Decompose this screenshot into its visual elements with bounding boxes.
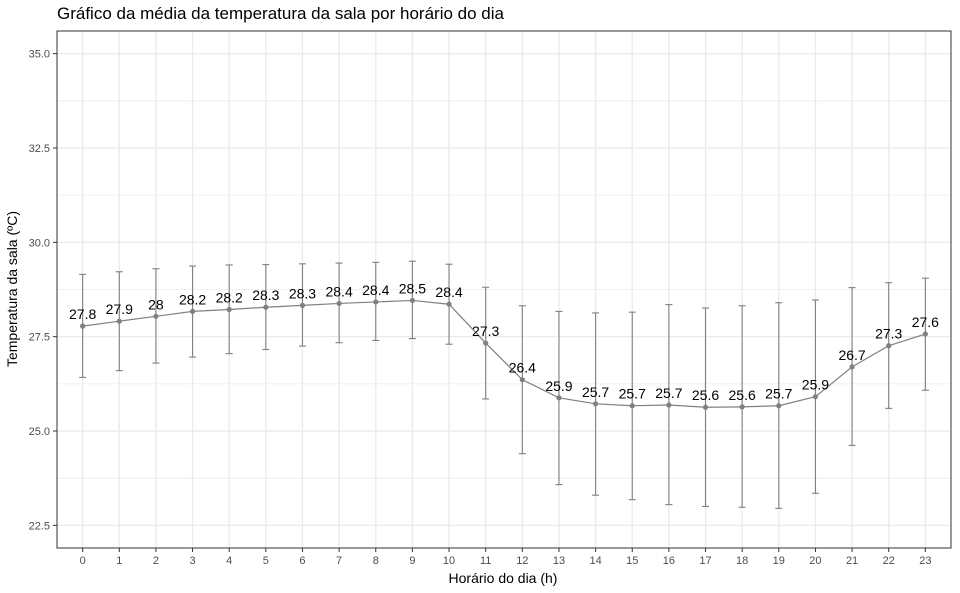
data-label: 26.7 xyxy=(838,347,865,363)
data-label: 25.7 xyxy=(582,384,609,400)
x-tick-label: 20 xyxy=(809,555,821,567)
x-tick-label: 13 xyxy=(553,555,565,567)
x-tick-label: 2 xyxy=(153,555,159,567)
data-point xyxy=(849,364,855,370)
data-point xyxy=(409,297,416,304)
data-point xyxy=(702,404,709,410)
data-point xyxy=(373,299,379,305)
data-point xyxy=(263,304,269,310)
data-label: 25.9 xyxy=(545,378,572,394)
x-tick-label: 21 xyxy=(846,555,858,567)
data-label: 28.3 xyxy=(289,285,316,301)
x-tick-label: 18 xyxy=(736,555,748,567)
x-tick-label: 1 xyxy=(116,555,122,567)
x-tick-label: 19 xyxy=(773,555,785,567)
data-label: 25.6 xyxy=(692,387,719,403)
data-point xyxy=(812,394,819,400)
data-point xyxy=(886,343,892,349)
data-label: 25.7 xyxy=(655,385,682,401)
x-tick-label: 5 xyxy=(263,555,269,567)
data-point xyxy=(336,300,342,307)
x-tick-label: 22 xyxy=(883,555,895,567)
data-point xyxy=(666,402,672,408)
data-label: 26.4 xyxy=(509,360,536,376)
y-tick-label: 32.5 xyxy=(29,143,50,155)
y-tick-label: 25.0 xyxy=(29,426,50,438)
data-label: 28 xyxy=(148,296,164,312)
data-label: 28.4 xyxy=(362,282,389,298)
data-label: 27.6 xyxy=(912,314,939,330)
x-tick-label: 14 xyxy=(589,555,601,567)
y-tick-label: 22.5 xyxy=(29,520,50,532)
data-point xyxy=(592,401,599,407)
y-tick-label: 27.5 xyxy=(29,332,50,344)
data-point xyxy=(116,318,122,324)
data-labels: 27.8 27.9 28 28.2 28.2 28.3 28.3 28.4 28.4 28.5 28… xyxy=(69,280,939,403)
data-label: 28.2 xyxy=(216,290,243,306)
data-label: 27.3 xyxy=(875,326,902,342)
data-label: 27.8 xyxy=(69,306,96,322)
panel-border xyxy=(56,30,952,549)
data-point xyxy=(80,323,86,329)
data-point xyxy=(189,308,196,314)
data-label: 27.3 xyxy=(472,323,499,339)
x-tick-label: 6 xyxy=(299,555,305,567)
data-point xyxy=(556,395,562,401)
x-tick-label: 3 xyxy=(190,555,196,567)
x-tick-label: 7 xyxy=(336,555,342,567)
series-line xyxy=(82,299,926,408)
y-axis-title: Temperatura da sala (ºC) xyxy=(4,211,20,367)
data-points xyxy=(80,297,928,410)
y-tick-label: 35.0 xyxy=(29,49,50,61)
data-point xyxy=(446,301,452,307)
grid-lines xyxy=(57,31,951,548)
data-label: 28.3 xyxy=(252,287,279,303)
data-label: 25.7 xyxy=(619,386,646,402)
chart-title: Gráfico da média da temperatura da sala … xyxy=(57,4,504,23)
data-point xyxy=(483,340,489,346)
data-point xyxy=(629,403,635,409)
data-point xyxy=(922,331,928,337)
data-label: 28.5 xyxy=(399,280,426,296)
x-axis-title: Horário do dia (h) xyxy=(449,570,558,586)
data-label: 28.4 xyxy=(435,284,462,300)
x-tick-label: 4 xyxy=(226,555,232,567)
x-tick-label: 16 xyxy=(663,555,675,567)
x-tick-label: 9 xyxy=(409,555,415,567)
data-label: 25.9 xyxy=(802,377,829,393)
x-tick-label: 0 xyxy=(80,555,86,567)
series-line-path xyxy=(82,299,926,408)
data-point xyxy=(299,302,306,308)
data-point xyxy=(776,403,782,409)
data-point xyxy=(153,313,159,319)
data-label: 25.7 xyxy=(765,386,792,402)
x-tick-label: 11 xyxy=(480,555,491,567)
data-label: 28.2 xyxy=(179,291,206,307)
data-label: 27.9 xyxy=(106,301,133,317)
data-label: 25.6 xyxy=(729,387,756,403)
data-point xyxy=(739,404,745,410)
data-point xyxy=(226,306,232,313)
data-label: 28.4 xyxy=(325,283,352,299)
x-tick-label: 23 xyxy=(919,555,931,567)
x-tick-label: 10 xyxy=(443,555,455,567)
x-tick-label: 15 xyxy=(626,555,638,567)
x-tick-label: 17 xyxy=(699,555,711,567)
y-tick-label: 30.0 xyxy=(29,237,50,249)
x-tick-label: 8 xyxy=(373,555,379,567)
data-point xyxy=(519,377,525,383)
axes: 22.525.027.530.032.535.00 1 2 3 4 5 6 7 8 9 10 11 12… xyxy=(29,30,952,567)
x-tick-label: 12 xyxy=(516,555,528,567)
